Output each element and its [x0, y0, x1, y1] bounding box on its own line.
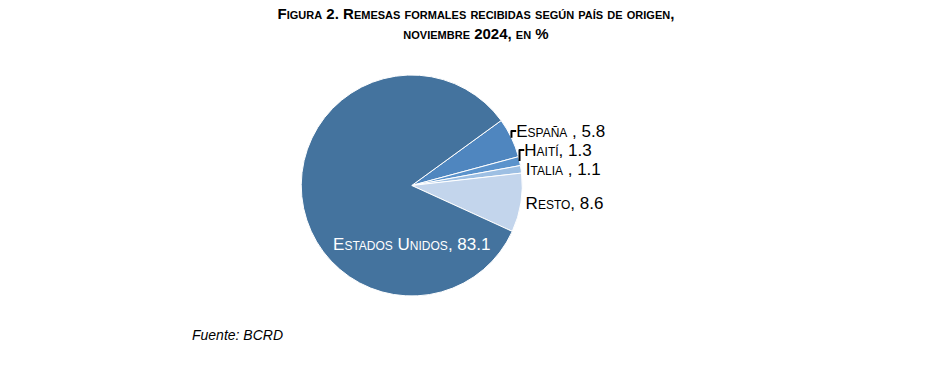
svg-text:Italia , 1.1: Italia , 1.1 [526, 160, 601, 179]
svg-text:Figura 2. Remesas formales rec: Figura 2. Remesas formales recibidas seg… [278, 5, 675, 42]
svg-text:Resto, 8.6: Resto, 8.6 [526, 194, 604, 213]
svg-text:España , 5.8: España , 5.8 [516, 122, 605, 141]
svg-text:Estados Unidos, 83.1: Estados Unidos, 83.1 [333, 235, 490, 254]
svg-text:Fuente: BCRD: Fuente: BCRD [192, 327, 283, 343]
svg-text:Haití, 1.3: Haití, 1.3 [524, 141, 591, 160]
